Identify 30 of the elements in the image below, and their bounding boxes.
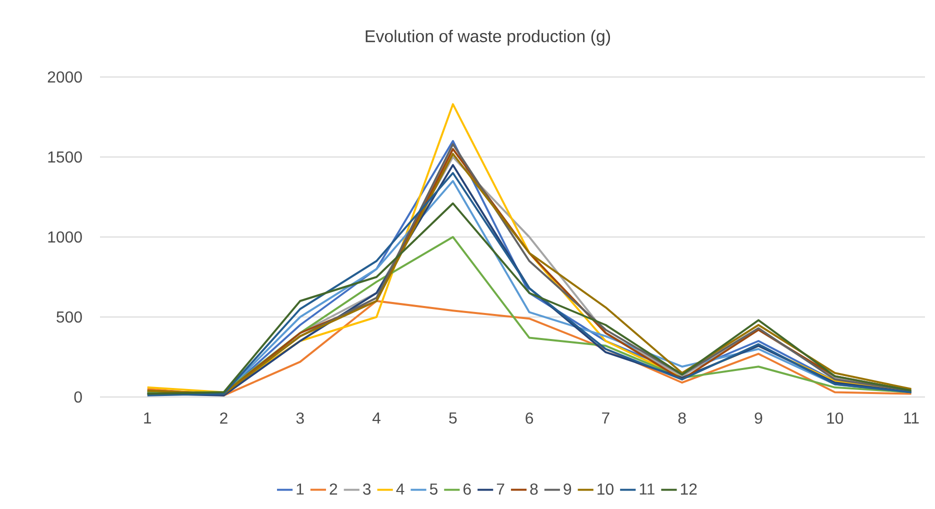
legend-label: 8: [530, 483, 538, 495]
x-tick-label: 10: [827, 412, 844, 424]
legend-label: 1: [296, 484, 304, 495]
x-tick-label: 6: [526, 412, 534, 424]
legend-label: 4: [396, 484, 404, 495]
x-tick-label: 3: [296, 412, 304, 424]
legend-label: 9: [564, 483, 572, 495]
y-tick-label: 1000: [48, 231, 82, 243]
y-tick-label: 2000: [48, 71, 82, 83]
chart-title: Evolution of waste production (g): [366, 30, 610, 46]
legend-label: 6: [464, 483, 471, 495]
x-tick-label: 11: [904, 412, 919, 424]
x-tick-label: 8: [678, 412, 686, 424]
legend-label: 12: [680, 483, 697, 495]
legend-label: 5: [430, 484, 438, 495]
y-tick-label: 0: [74, 391, 82, 403]
line-series: [146, 300, 912, 396]
x-tick-label: 9: [754, 412, 762, 424]
legend-label: 7: [496, 484, 504, 495]
legend-label: 2: [330, 483, 338, 495]
x-tick-label: 2: [220, 412, 228, 424]
legend-label: 11: [640, 484, 654, 495]
y-tick-label: 1500: [48, 151, 82, 163]
y-tick-label: 500: [56, 311, 82, 323]
x-tick-label: 4: [372, 412, 380, 424]
x-tick-label: 5: [449, 412, 457, 424]
x-tick-label: 7: [602, 412, 610, 424]
x-tick-label: 1: [144, 412, 152, 424]
legend-label: 3: [363, 483, 371, 495]
legend-label: 10: [598, 483, 614, 495]
